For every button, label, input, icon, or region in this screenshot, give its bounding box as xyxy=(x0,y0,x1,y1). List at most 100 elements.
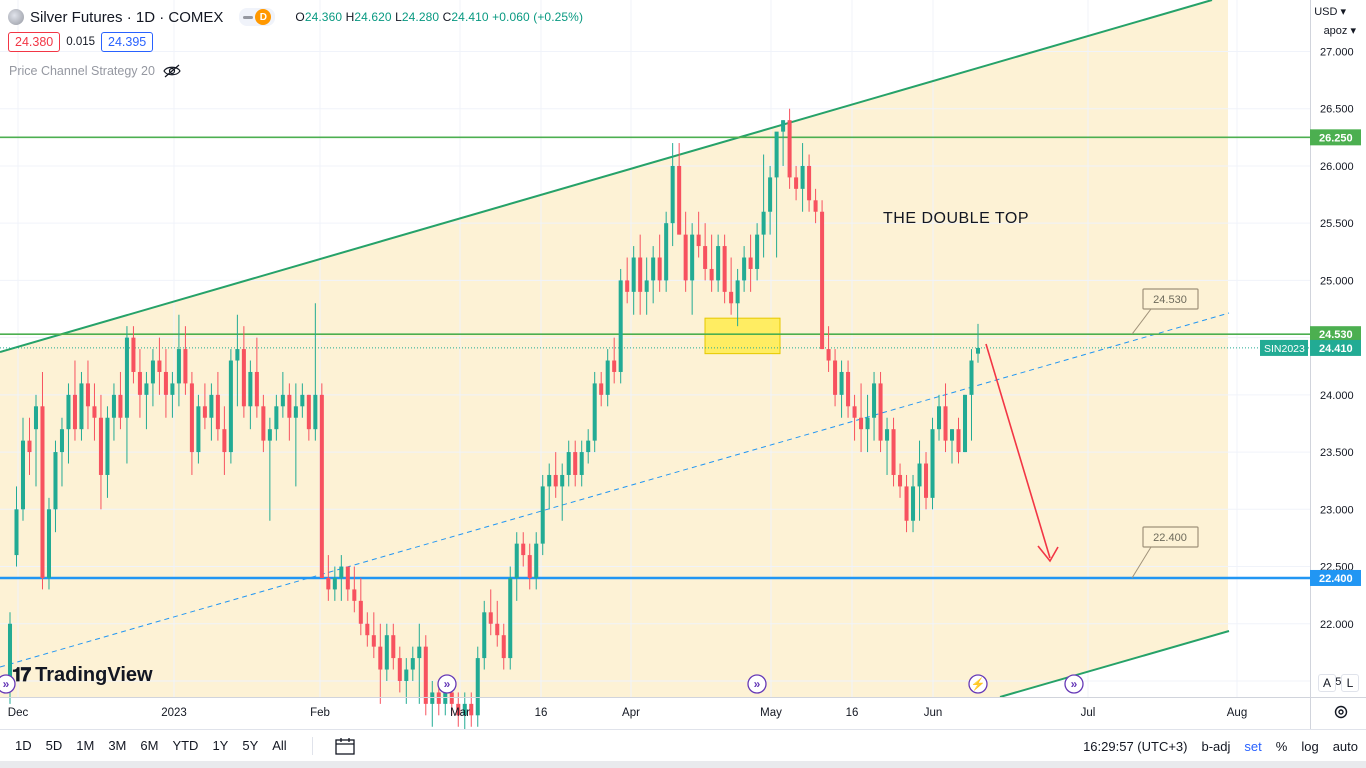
candle-body xyxy=(293,406,298,418)
b-adj-toggle[interactable]: b-adj xyxy=(1201,738,1231,754)
price-level-tag xyxy=(1310,129,1361,146)
candle-body xyxy=(163,371,168,395)
timeframe-5d[interactable]: 5D xyxy=(45,738,63,753)
auto-toggle[interactable]: auto xyxy=(1332,738,1358,754)
candle-body xyxy=(280,394,285,407)
candle-body xyxy=(397,658,402,681)
time-tick-label: Jun xyxy=(924,707,943,719)
candle-body xyxy=(196,406,201,453)
candle-body xyxy=(612,360,617,372)
timeframe-5y[interactable]: 5Y xyxy=(242,738,259,753)
timeframe-all[interactable]: All xyxy=(272,738,287,753)
channel-lower-line xyxy=(999,630,1230,698)
candle-body xyxy=(202,406,207,418)
candle-body xyxy=(105,417,110,475)
buy-button[interactable]: 24.395 xyxy=(101,32,154,52)
candle-body xyxy=(313,394,318,430)
symbol-title[interactable]: Silver Futures · 1D · COMEX xyxy=(30,8,224,26)
candle-body xyxy=(157,360,162,372)
candle-body xyxy=(228,360,233,453)
candle-body xyxy=(969,360,974,395)
sell-button[interactable]: 24.380 xyxy=(8,32,61,52)
time-tick-label: 16 xyxy=(846,707,859,719)
candle-body xyxy=(690,234,695,281)
log-scale-button[interactable]: L xyxy=(1341,674,1359,692)
candle-body xyxy=(326,577,331,590)
timeframe-1m[interactable]: 1M xyxy=(76,738,95,753)
highlight-zone xyxy=(704,317,781,355)
candle-body xyxy=(462,703,467,716)
market-status-badge: D xyxy=(255,9,272,25)
gear-icon[interactable] xyxy=(1332,703,1350,721)
currency-selector[interactable]: USD ▾ xyxy=(1314,6,1346,18)
percent-toggle[interactable]: % xyxy=(1275,738,1288,754)
open-value: 24.360 xyxy=(304,10,343,24)
candle-body xyxy=(436,692,441,704)
candle-body xyxy=(878,383,883,441)
candle-body xyxy=(729,291,734,304)
market-status-pill[interactable]: D xyxy=(239,8,276,26)
candle-body xyxy=(267,429,272,441)
calendar-range-icon[interactable] xyxy=(335,737,355,755)
chart-annotation: THE DOUBLE TOP xyxy=(883,210,1029,227)
candle-body xyxy=(332,577,337,590)
price-tick-label: 26.000 xyxy=(1320,161,1354,173)
price-level-tag xyxy=(1310,569,1361,586)
candle-body xyxy=(124,337,129,418)
unit-selector[interactable]: apoz ▾ xyxy=(1323,25,1356,37)
timeframe-ytd[interactable]: YTD xyxy=(172,738,199,753)
candle-body xyxy=(924,463,929,498)
timeframe-3m[interactable]: 3M xyxy=(108,738,127,753)
timeframe-1d[interactable]: 1D xyxy=(15,738,32,753)
candle-body xyxy=(768,177,773,212)
candle-body xyxy=(319,394,324,578)
dividend-icon xyxy=(1064,674,1084,694)
log-toggle[interactable]: log xyxy=(1301,738,1319,754)
candle-body xyxy=(488,612,493,624)
price-tick-label: 23.000 xyxy=(1320,504,1354,516)
candle-body xyxy=(813,200,818,212)
set-toggle[interactable]: set xyxy=(1244,738,1262,754)
price-tick-label: 27.000 xyxy=(1320,47,1354,59)
candle-body xyxy=(820,211,825,350)
candle-body xyxy=(891,429,896,475)
strategy-legend[interactable]: Price Channel Strategy 20 xyxy=(9,64,181,78)
scrollbar-strip[interactable] xyxy=(0,761,1366,768)
candle-body xyxy=(794,177,799,189)
candle-body xyxy=(144,383,149,395)
callout-box xyxy=(1142,526,1199,548)
candle-body xyxy=(846,371,851,407)
timeframe-6m[interactable]: 6M xyxy=(140,738,159,753)
candle-body xyxy=(937,406,942,430)
candle-body xyxy=(287,394,292,418)
price-tick-label: 22.000 xyxy=(1320,619,1354,631)
clock[interactable]: 16:29:57 (UTC+3) xyxy=(1083,738,1188,754)
candle-body xyxy=(53,452,58,510)
dividend-icon xyxy=(0,674,16,694)
candle-body xyxy=(131,337,136,372)
auto-scale-button[interactable]: A xyxy=(1318,674,1336,692)
candle-body xyxy=(66,394,71,430)
candle-body xyxy=(176,349,181,384)
candle-body xyxy=(930,429,935,498)
candle-body xyxy=(384,635,389,670)
callout-pointer xyxy=(1131,546,1152,579)
candle-body xyxy=(430,692,435,704)
candle-body xyxy=(241,349,246,407)
candle-body xyxy=(27,440,32,453)
eye-crossed-icon[interactable] xyxy=(163,64,181,78)
timeframe-1y[interactable]: 1Y xyxy=(212,738,229,753)
candle-body xyxy=(638,257,643,292)
candle-body xyxy=(92,406,97,418)
candle-body xyxy=(703,246,708,269)
candle-body xyxy=(962,394,968,453)
callout-label: 24.530 xyxy=(1153,294,1187,306)
candle-body xyxy=(748,257,753,269)
unit-label: apoz xyxy=(1323,25,1348,37)
candle-body xyxy=(72,394,77,430)
high-label: H xyxy=(345,10,355,24)
event-glyph: » xyxy=(754,677,761,691)
candle-body xyxy=(579,452,584,475)
candle-body xyxy=(378,646,383,670)
